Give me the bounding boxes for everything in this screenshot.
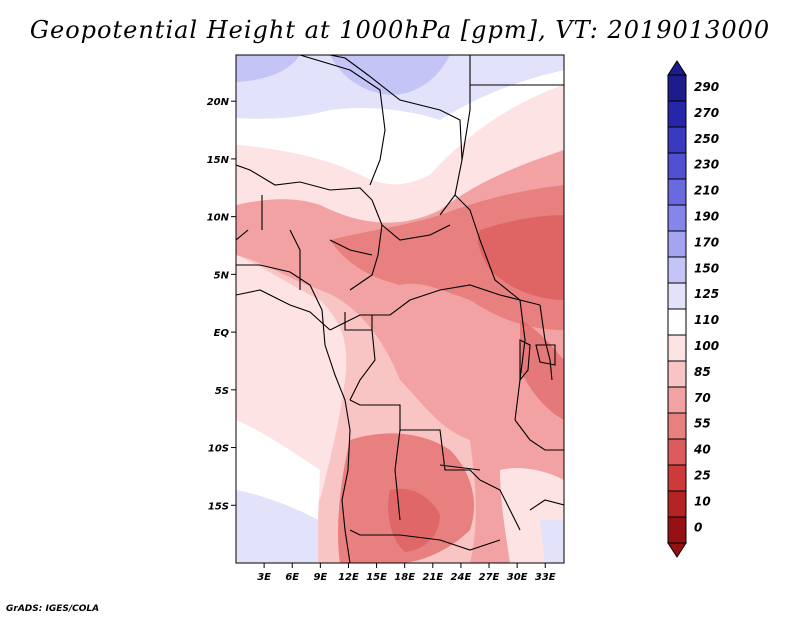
lon-tick-label: 6E: [285, 572, 299, 583]
colorbar-segment: [667, 282, 687, 310]
colorbar-segment: [667, 126, 687, 154]
colorbar-label: 210: [694, 184, 719, 198]
colorbar-label: 55: [694, 417, 711, 431]
colorbar-segment: [667, 152, 687, 180]
lat-tick-label: EQ: [214, 328, 230, 339]
colorbar-segment: [667, 490, 687, 518]
colorbar: 2902702502302101901701501251101008570554…: [667, 60, 719, 558]
colorbar-segment: [667, 386, 687, 414]
lon-tick-label: 24E: [451, 572, 472, 583]
lat-tick-label: 10S: [208, 444, 229, 455]
colorbar-label: 230: [694, 158, 719, 172]
lon-tick-label: 12E: [338, 572, 359, 583]
country-borders: [236, 55, 564, 551]
colorbar-label: 85: [694, 365, 711, 379]
colorbar-bottom-arrow: [667, 542, 687, 558]
lon-tick-label: 9E: [313, 572, 327, 583]
colorbar-segment: [667, 360, 687, 388]
colorbar-segment: [667, 256, 687, 284]
colorbar-segment: [667, 100, 687, 128]
geopotential-field: [236, 55, 564, 563]
colorbar-segment: [667, 334, 687, 362]
grads-credit: GrADS: IGES/COLA: [6, 604, 100, 614]
colorbar-label: 270: [694, 106, 719, 120]
colorbar-label: 70: [694, 391, 711, 405]
lon-tick-label: 18E: [394, 572, 415, 583]
colorbar-label: 190: [694, 210, 719, 224]
colorbar-label: 150: [694, 261, 719, 275]
colorbar-top-arrow: [667, 60, 687, 76]
colorbar-segment: [667, 74, 687, 102]
lat-tick-label: 15N: [207, 155, 230, 166]
lat-tick-label: 15S: [208, 501, 229, 512]
colorbar-segment: [667, 308, 687, 336]
lon-tick-label: 15E: [366, 572, 387, 583]
lat-tick-label: 20N: [207, 97, 230, 108]
lat-tick-label: 10N: [207, 213, 230, 224]
colorbar-label: 170: [694, 235, 719, 249]
colorbar-label: 110: [694, 313, 719, 327]
colorbar-label: 0: [694, 520, 702, 534]
lon-tick-label: 3E: [257, 572, 271, 583]
colorbar-segment: [667, 230, 687, 258]
colorbar-label: 125: [694, 287, 719, 301]
colorbar-label: 10: [694, 494, 711, 508]
coastline: [236, 264, 556, 563]
colorbar-label: 290: [694, 80, 719, 94]
lon-tick-label: 30E: [507, 572, 528, 583]
map-frame: [235, 54, 565, 564]
chart-title: Geopotential Height at 1000hPa [gpm], VT…: [29, 16, 771, 44]
latitude-axis: 20N 15N 10N 5N EQ 5S 10S 15S: [207, 97, 236, 512]
lon-tick-label: 27E: [479, 572, 500, 583]
colorbar-segment: [667, 438, 687, 466]
lat-tick-label: 5S: [215, 386, 229, 397]
colorbar-segment: [667, 178, 687, 206]
longitude-axis: 3E 6E 9E 12E 15E 18E 21E 24E 27E 30E 33E: [257, 563, 556, 583]
colorbar-label: 40: [693, 443, 711, 457]
colorbar-segment: [667, 204, 687, 232]
lat-tick-label: 5N: [214, 270, 230, 281]
colorbar-label: 100: [694, 339, 719, 353]
lon-tick-label: 21E: [422, 572, 443, 583]
colorbar-segment: [667, 516, 687, 544]
colorbar-label: 25: [694, 469, 711, 483]
lon-tick-label: 33E: [535, 572, 556, 583]
colorbar-segment: [667, 464, 687, 492]
colorbar-segment: [667, 412, 687, 440]
colorbar-label: 250: [694, 132, 719, 146]
